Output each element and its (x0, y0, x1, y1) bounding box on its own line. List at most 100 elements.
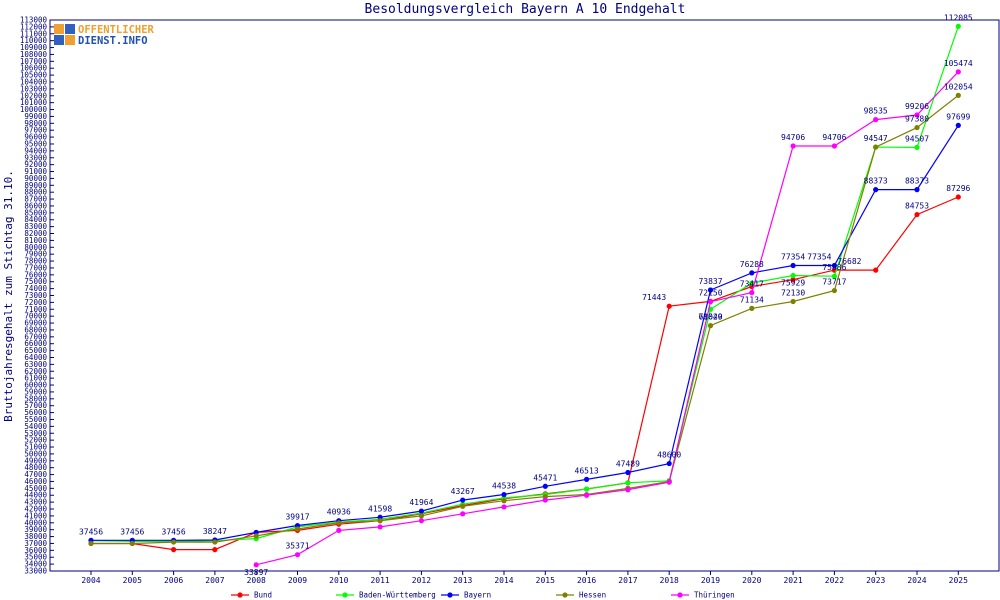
data-label: 37456 (162, 527, 186, 536)
y-tick-label: 76000 (24, 270, 47, 279)
y-tick-label: 85000 (24, 208, 47, 217)
data-label: 98535 (864, 107, 888, 116)
data-label: 76682 (837, 257, 861, 266)
data-point (955, 194, 961, 200)
y-tick-label: 87000 (24, 195, 47, 204)
x-tick-label: 2021 (783, 576, 802, 585)
data-label: 105474 (944, 59, 973, 68)
data-point (294, 526, 301, 532)
x-tick-label: 2016 (577, 576, 596, 585)
data-point (790, 298, 796, 305)
data-point (212, 539, 218, 545)
y-tick-label: 88000 (24, 188, 47, 197)
data-point (790, 272, 796, 279)
data-point (171, 539, 177, 545)
y-tick-label: 42000 (24, 505, 47, 514)
data-label: 73837 (698, 277, 722, 286)
data-point (666, 460, 672, 467)
y-tick-label: 59000 (24, 387, 47, 396)
data-point (707, 323, 714, 329)
y-tick-label: 48000 (24, 463, 47, 472)
legend-swatch-marker (237, 592, 243, 598)
y-tick-label: 102000 (20, 91, 48, 100)
y-tick-label: 43000 (24, 498, 47, 507)
y-tick-label: 37000 (24, 539, 47, 548)
data-point (460, 497, 466, 503)
x-tick-label: 2010 (329, 576, 348, 585)
y-axis-label: Bruttojahresgehalt zum Stichtag 31.10. (2, 170, 15, 422)
data-label: 38247 (203, 527, 227, 536)
data-label: 71134 (740, 295, 764, 304)
data-point (790, 277, 796, 283)
y-tick-label: 64000 (24, 353, 47, 362)
data-point (336, 527, 342, 533)
data-point (831, 273, 838, 279)
series-line (256, 71, 959, 566)
data-point (418, 513, 424, 519)
y-tick-label: 40000 (24, 518, 47, 527)
data-label: 77354 (781, 253, 805, 262)
data-label: 94507 (905, 134, 929, 143)
x-tick-label: 2007 (205, 576, 224, 585)
x-axis-ticks: 2004 2005 2006 2007 2008 2009 2010 2011 2012 2013… (81, 571, 968, 585)
data-point (501, 498, 507, 504)
series-line (91, 94, 959, 545)
y-tick-label: 36000 (24, 546, 47, 555)
data-point (666, 479, 672, 485)
y-tick-label: 101000 (20, 98, 48, 107)
data-point (831, 143, 838, 149)
y-tick-label: 67000 (24, 332, 47, 341)
data-point (212, 547, 218, 553)
legend-swatch-marker (342, 592, 348, 598)
y-tick-label: 63000 (24, 360, 47, 369)
data-point (625, 480, 631, 486)
y-tick-label: 84000 (24, 215, 47, 224)
data-label: 112085 (944, 13, 973, 22)
data-point (831, 287, 838, 294)
data-label: 39917 (285, 513, 309, 522)
data-point (88, 540, 94, 547)
x-tick-label: 2006 (164, 576, 183, 585)
y-tick-label: 66000 (24, 339, 47, 348)
data-point (253, 533, 259, 539)
data-label: 44538 (492, 482, 516, 491)
data-point (460, 511, 466, 517)
x-tick-label: 2004 (81, 576, 100, 585)
data-point (129, 540, 135, 547)
y-tick-label: 99000 (24, 112, 47, 121)
data-label: 71443 (642, 293, 666, 302)
legend-label: Baden-Württemberg (359, 591, 436, 600)
data-point (749, 290, 755, 296)
data-point (336, 520, 342, 526)
data-label: 97380 (905, 115, 929, 124)
data-label: 45471 (533, 473, 557, 482)
y-tick-label: 95000 (24, 139, 47, 148)
y-tick-label: 54000 (24, 422, 47, 431)
y-tick-label: 38000 (24, 532, 47, 541)
data-point (955, 23, 961, 29)
y-tick-label: 97000 (24, 126, 47, 135)
data-label: 76288 (740, 260, 764, 269)
data-point (914, 211, 920, 218)
x-tick-label: 2008 (247, 576, 266, 585)
data-point (377, 524, 383, 530)
y-tick-label: 61000 (24, 374, 47, 383)
y-tick-label: 57000 (24, 401, 47, 410)
x-tick-label: 2023 (866, 576, 885, 585)
x-tick-label: 2019 (701, 576, 720, 585)
data-point (914, 112, 920, 118)
data-point (377, 518, 383, 524)
y-tick-label: 58000 (24, 394, 47, 403)
x-tick-label: 2025 (949, 576, 968, 585)
data-point (418, 508, 424, 514)
logo-line1: OFFENTLICHER (78, 24, 155, 36)
y-tick-label: 110000 (20, 36, 48, 45)
y-tick-label: 69000 (24, 319, 47, 328)
data-label: 94547 (864, 134, 888, 143)
data-label: 40936 (327, 508, 351, 517)
y-tick-label: 113000 (20, 16, 48, 25)
data-point (625, 469, 631, 476)
y-tick-label: 73000 (24, 291, 47, 300)
data-label: 33897 (244, 568, 268, 577)
